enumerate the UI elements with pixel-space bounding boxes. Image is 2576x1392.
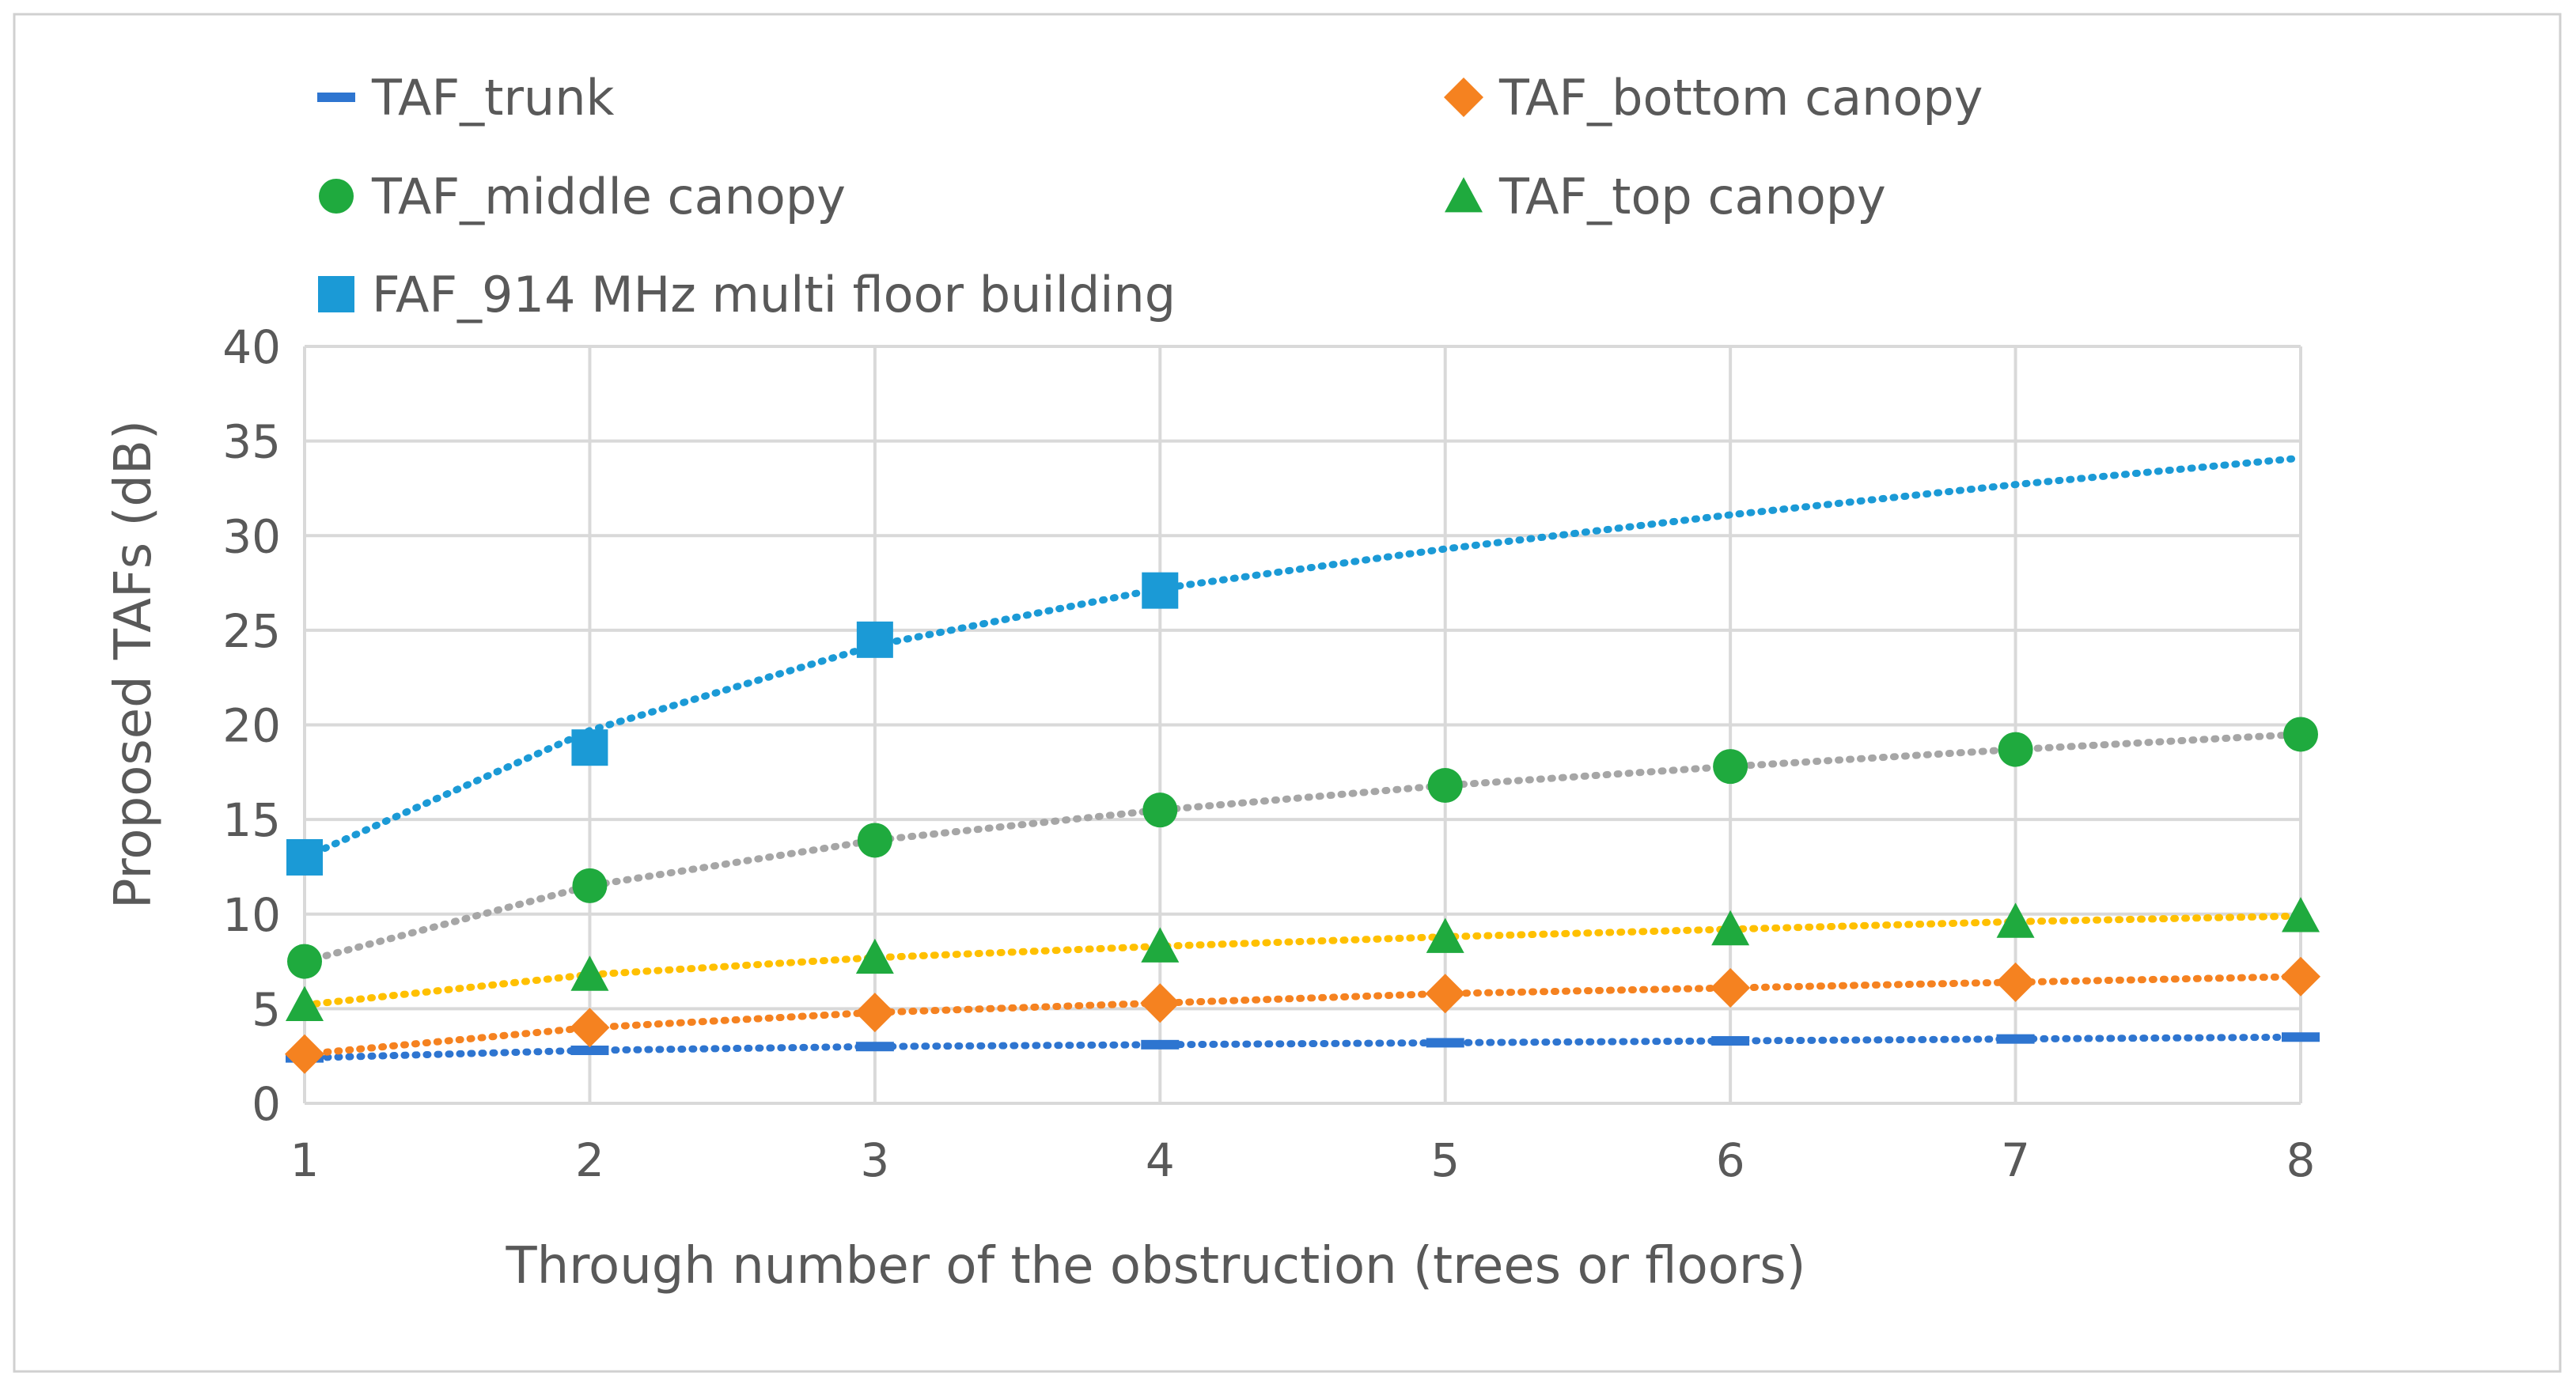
x-tick-label: 2 — [575, 1133, 604, 1187]
point-series-5 — [1142, 572, 1179, 609]
point-series-3 — [1142, 792, 1178, 828]
y-tick-label: 15 — [222, 793, 281, 847]
point-series-3 — [287, 944, 322, 979]
legend-label-series-2: TAF_bottom canopy — [1498, 69, 1983, 127]
x-tick-label: 3 — [860, 1133, 889, 1187]
grid-layer — [303, 345, 2302, 1105]
point-series-1 — [1711, 1036, 1750, 1046]
y-tick-label: 5 — [252, 982, 281, 1036]
point-series-3 — [1998, 732, 2033, 767]
point-series-3 — [1427, 768, 1463, 804]
point-series-2 — [2281, 956, 2320, 997]
trendline-series-2 — [301, 973, 2305, 1058]
x-tick-label: 7 — [2001, 1133, 2030, 1187]
legend-marker-series-3 — [319, 179, 354, 214]
legend-marker-series-4 — [1445, 177, 1483, 213]
y-tick-label: 25 — [222, 604, 281, 658]
y-tick-label: 0 — [252, 1077, 281, 1131]
point-series-4 — [2282, 897, 2320, 932]
y-tick-label: 30 — [222, 509, 281, 563]
legend-label-series-3: TAF_middle canopy — [371, 168, 846, 225]
point-series-1 — [570, 1046, 609, 1056]
point-series-5 — [856, 621, 893, 658]
point-series-4 — [855, 938, 894, 974]
y-tick-label: 10 — [222, 888, 281, 942]
marker-layer — [285, 572, 2320, 1074]
point-series-1 — [1141, 1039, 1180, 1050]
legend-marker-series-5 — [318, 276, 354, 312]
point-series-3 — [857, 823, 892, 858]
chart-frame — [13, 13, 2562, 1373]
point-series-4 — [1141, 927, 1180, 963]
legend-marker-series-1 — [317, 93, 355, 102]
trend-layer — [301, 454, 2305, 1062]
point-series-3 — [1713, 749, 1748, 785]
y-axis-title: Proposed TAFs (dB) — [104, 420, 163, 909]
point-series-3 — [2283, 717, 2318, 752]
legend: TAF_trunk TAF_bottom canopy TAF_middle can… — [317, 69, 1983, 323]
point-series-2 — [1995, 962, 2036, 1002]
x-tick-label: 6 — [1716, 1133, 1745, 1187]
x-axis-title: Through number of the obstruction (trees… — [505, 1237, 1805, 1296]
y-tick-label: 20 — [222, 699, 281, 753]
x-tick-label: 1 — [290, 1133, 320, 1187]
point-series-1 — [2282, 1032, 2320, 1042]
trendline-series-4 — [301, 912, 2305, 1009]
point-series-1 — [1996, 1034, 2035, 1044]
point-series-4 — [1711, 910, 1750, 946]
point-series-2 — [570, 1008, 610, 1048]
x-tick-label: 4 — [1146, 1133, 1175, 1187]
point-series-3 — [572, 868, 608, 903]
point-series-2 — [1140, 983, 1180, 1023]
tick-layer: 0 5 10 15 20 25 30 35 40 1 2 3 4 5 6 7 8 — [222, 320, 2315, 1187]
point-series-5 — [571, 729, 608, 766]
x-tick-label: 5 — [1430, 1133, 1460, 1187]
x-tick-label: 8 — [2286, 1133, 2316, 1187]
y-tick-label: 35 — [222, 415, 281, 469]
point-series-4 — [1996, 902, 2035, 938]
trendline-series-3 — [301, 730, 2305, 966]
point-series-4 — [286, 985, 324, 1021]
legend-marker-series-2 — [1444, 78, 1483, 117]
point-series-4 — [1426, 917, 1464, 953]
legend-label-series-4: TAF_top canopy — [1498, 168, 1886, 225]
point-series-5 — [286, 838, 323, 876]
point-series-1 — [855, 1042, 894, 1052]
legend-label-series-1: TAF_trunk — [371, 69, 615, 127]
trendline-series-1 — [301, 1033, 2305, 1062]
trendline-series-5 — [301, 454, 2305, 861]
point-series-2 — [1425, 974, 1465, 1014]
y-tick-label: 40 — [222, 320, 281, 374]
point-series-4 — [570, 955, 609, 991]
point-series-2 — [854, 993, 895, 1033]
point-series-1 — [1426, 1038, 1464, 1048]
legend-label-series-5: FAF_914 MHz multi floor building — [372, 266, 1176, 323]
point-series-2 — [285, 1034, 324, 1074]
point-series-2 — [1710, 968, 1751, 1008]
